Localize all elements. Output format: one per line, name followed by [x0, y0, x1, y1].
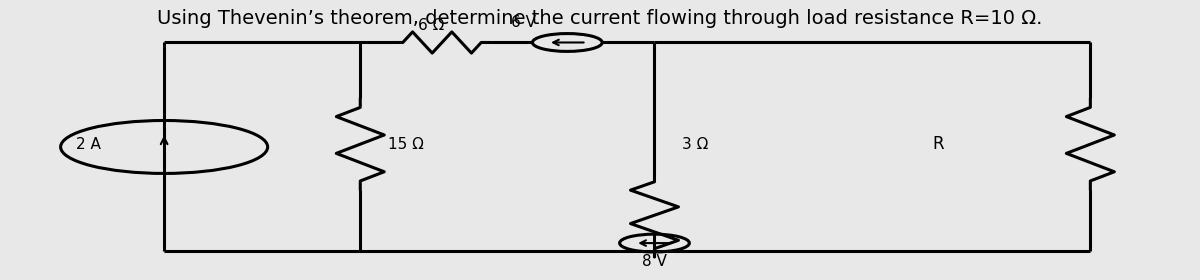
Text: 15 Ω: 15 Ω [388, 137, 424, 152]
Text: 2 A: 2 A [76, 137, 101, 152]
Text: 8 V: 8 V [642, 254, 667, 269]
Text: Using Thevenin’s theorem, determine the current flowing through load resistance : Using Thevenin’s theorem, determine the … [157, 9, 1043, 28]
Text: 6 Ω: 6 Ω [418, 18, 444, 33]
Text: R: R [932, 135, 944, 153]
Text: 3 Ω: 3 Ω [682, 137, 708, 152]
Text: 6 V: 6 V [511, 15, 536, 31]
